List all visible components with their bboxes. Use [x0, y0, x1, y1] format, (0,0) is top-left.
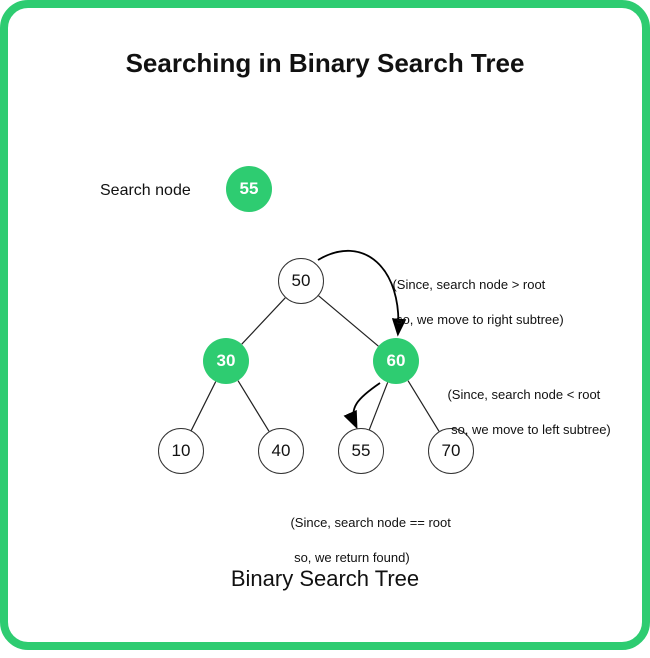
search-node-label: Search node	[100, 182, 191, 200]
diagram-frame: Searching in Binary Search Tree Search n…	[0, 0, 650, 650]
annotation-line: so, we return found)	[290, 550, 409, 565]
annotation-line: (Since, search node > root	[392, 277, 545, 292]
annotation-line: so, we move to right subtree)	[392, 312, 563, 327]
page-title: Searching in Binary Search Tree	[8, 48, 642, 79]
node-50: 50	[278, 258, 324, 304]
annotation-left-subtree: (Since, search node < root so, we move t…	[433, 368, 611, 456]
footer-caption: Binary Search Tree	[8, 566, 642, 592]
node-40: 40	[258, 428, 304, 474]
annotation-right-subtree: (Since, search node > root so, we move t…	[378, 258, 564, 346]
node-55: 55	[338, 428, 384, 474]
search-node-badge: 55	[226, 166, 272, 212]
node-30: 30	[203, 338, 249, 384]
annotation-line: so, we move to left subtree)	[447, 422, 610, 437]
node-10: 10	[158, 428, 204, 474]
annotation-line: (Since, search node < root	[447, 387, 600, 402]
annotation-line: (Since, search node == root	[290, 515, 450, 530]
